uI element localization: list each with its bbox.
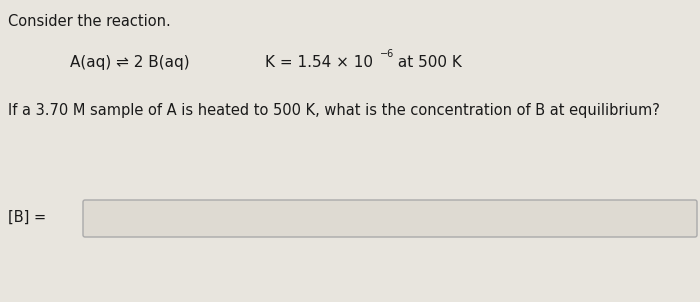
- Text: A(aq) ⇌ 2 B(aq): A(aq) ⇌ 2 B(aq): [70, 55, 190, 70]
- Text: [B] =: [B] =: [8, 210, 46, 225]
- Text: Consider the reaction.: Consider the reaction.: [8, 14, 171, 29]
- Text: −6: −6: [380, 49, 394, 59]
- Text: K = 1.54 × 10: K = 1.54 × 10: [265, 55, 373, 70]
- Text: If a 3.70 M sample of A is heated to 500 K, what is the concentration of B at eq: If a 3.70 M sample of A is heated to 500…: [8, 103, 660, 118]
- Text: at 500 K: at 500 K: [393, 55, 462, 70]
- FancyBboxPatch shape: [83, 200, 697, 237]
